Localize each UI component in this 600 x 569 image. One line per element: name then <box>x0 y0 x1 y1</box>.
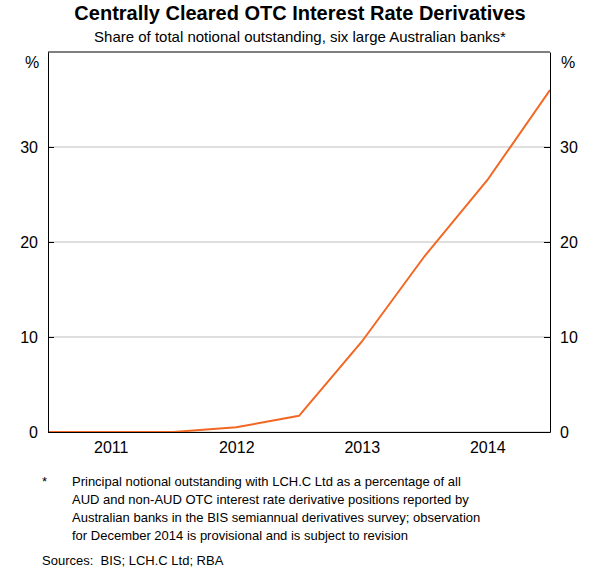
tick-label: 0 <box>29 424 38 441</box>
tick-label: 20 <box>560 234 578 251</box>
footnote-symbol: * <box>42 474 47 489</box>
tick-label: 2013 <box>344 439 380 456</box>
tick-label: 30 <box>560 139 578 156</box>
tick-mark <box>544 242 550 243</box>
tick-label: 10 <box>560 329 578 346</box>
tick-label: 2011 <box>94 439 129 456</box>
footnote-line: for December 2014 is provisional and is … <box>72 528 408 543</box>
tick: 10 <box>20 329 54 346</box>
y-axis-right: 0 10 20 30 <box>544 53 578 441</box>
grid-line <box>48 337 550 338</box>
tick-label: 2012 <box>219 439 255 456</box>
x-axis: 2011 2012 2013 2014 <box>49 433 551 457</box>
tick: 2013 <box>344 439 380 456</box>
tick-label: 0 <box>560 424 569 441</box>
tick: 2014 <box>470 439 506 456</box>
tick-mark <box>48 147 54 148</box>
axis-line <box>49 432 551 433</box>
footnote-line: AUD and non-AUD OTC interest rate deriva… <box>72 492 469 507</box>
grid-line <box>48 242 550 243</box>
y-unit-right: % <box>561 54 575 71</box>
axis-line <box>550 53 551 433</box>
tick: 2012 <box>219 439 255 456</box>
source: Sources: BIS; LCH.C Ltd; RBA <box>42 553 224 568</box>
tick: 10 <box>544 329 578 346</box>
tick: 2011 <box>94 439 129 456</box>
data-line <box>48 90 550 432</box>
grid <box>48 147 550 432</box>
frame-top <box>48 52 550 53</box>
tick-mark <box>544 337 550 338</box>
tick-mark <box>544 147 550 148</box>
tick-mark <box>48 242 54 243</box>
tick: 30 <box>20 139 54 156</box>
plot-area <box>48 90 550 432</box>
chart: Centrally Cleared OTC Interest Rate Deri… <box>0 0 600 569</box>
footnote-line: Principal notional outstanding with LCH.… <box>72 474 461 489</box>
tick-label: 10 <box>20 329 38 346</box>
y-axis-left: 0 10 20 30 <box>20 53 54 441</box>
tick-label: 30 <box>20 139 38 156</box>
title: Centrally Cleared OTC Interest Rate Deri… <box>74 2 525 24</box>
footnote-line: Australian banks in the BIS semiannual d… <box>72 510 480 525</box>
tick-label: 2014 <box>470 439 506 456</box>
tick: 30 <box>544 139 578 156</box>
tick-mark <box>48 337 54 338</box>
y-unit-left: % <box>25 54 39 71</box>
tick-label: 20 <box>20 234 38 251</box>
tick: 20 <box>20 234 54 251</box>
subtitle: Share of total notional outstanding, six… <box>94 28 506 45</box>
grid-line <box>48 147 550 148</box>
tick: 20 <box>544 234 578 251</box>
